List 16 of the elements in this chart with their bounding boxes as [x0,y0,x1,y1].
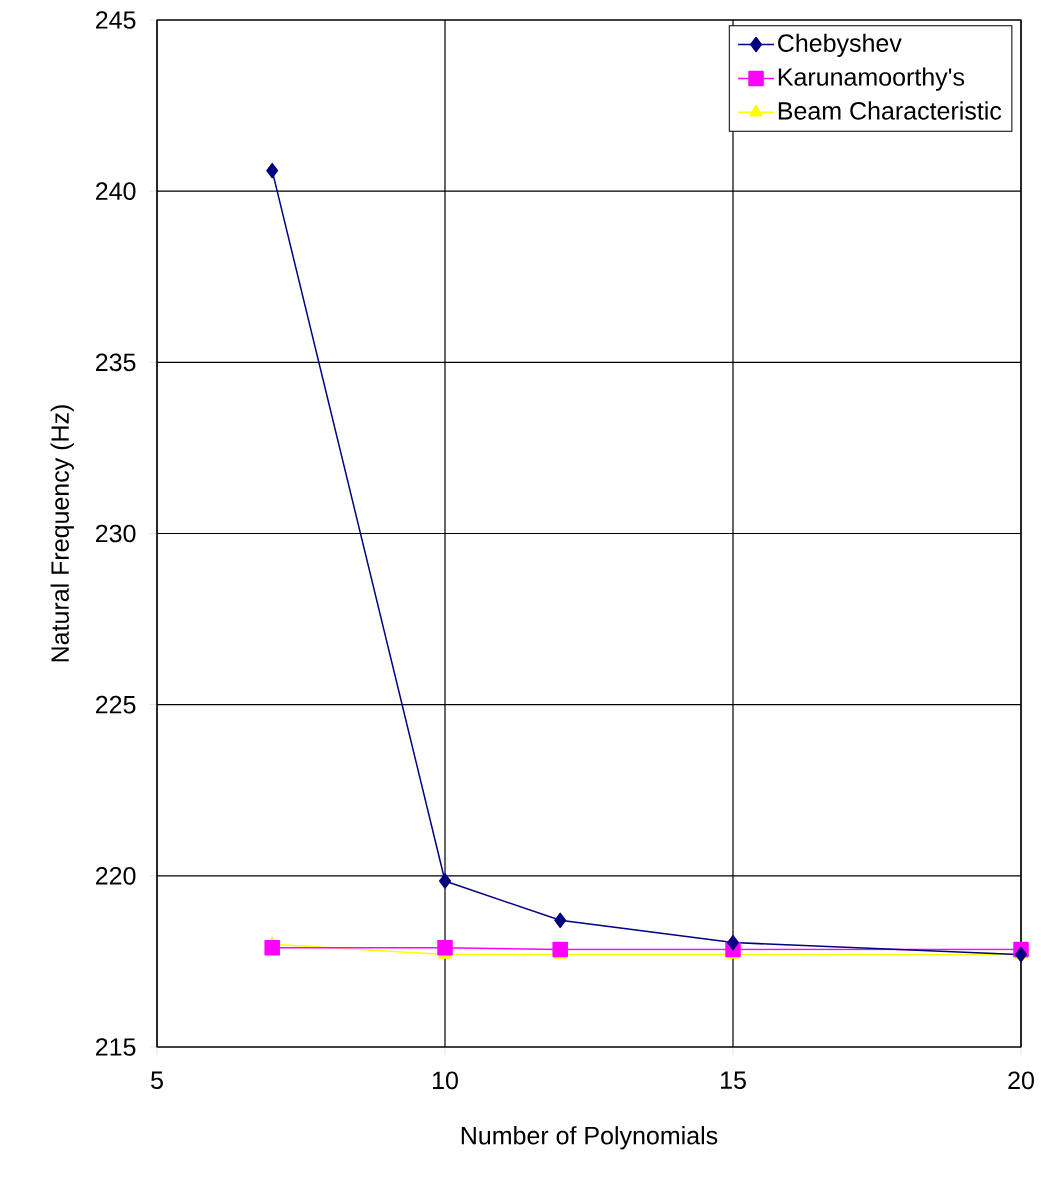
y-tick-label: 245 [96,11,136,29]
x-tick-label: 10 [433,1071,458,1090]
y-tick-label: 220 [96,866,136,885]
x-tick-label: 15 [721,1071,746,1089]
y-tick-label: 235 [96,353,136,372]
x-tick-label: 5 [151,1071,163,1089]
legend-label: Karunamoorthy's [778,67,965,91]
legend-label: Chebyshev [778,33,902,57]
y-tick-label: 230 [96,524,136,543]
x-tick-label: 20 [1008,1071,1034,1090]
y-tick-label: 215 [96,1038,136,1056]
x-axis-title: Number of Polynomials [461,1126,718,1150]
legend-label: Beam Characteristic [778,101,1002,120]
y-tick-label: 225 [96,695,136,714]
y-axis-title: Natural Frequency (Hz) [50,405,74,662]
y-tick-label: 240 [96,182,136,201]
